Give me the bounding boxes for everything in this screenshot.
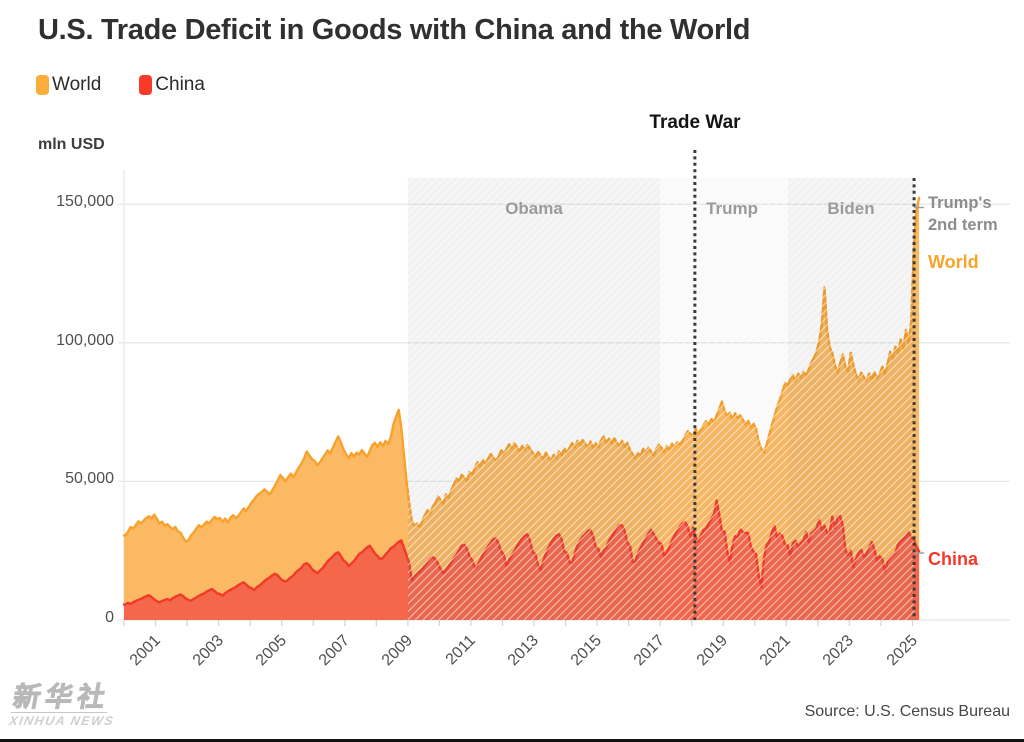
page-title: U.S. Trade Deficit in Goods with China a… bbox=[38, 14, 751, 46]
legend-swatch-world bbox=[36, 75, 49, 95]
source-credit: Source: U.S. Census Bureau bbox=[804, 703, 1010, 720]
period-band-hatch bbox=[660, 178, 788, 620]
xinhua-watermark-en: XINHUA NEWS bbox=[8, 714, 116, 729]
period-label-biden: Biden bbox=[827, 199, 875, 218]
period-label-obama: Obama bbox=[505, 199, 563, 218]
y-tick-label: 100,000 bbox=[56, 331, 114, 349]
xinhua-watermark: 新华社 XINHUA NEWS bbox=[8, 682, 121, 729]
china-series-label: China bbox=[928, 549, 979, 569]
bottom-divider-bar bbox=[0, 739, 1024, 742]
y-axis-unit-label: mln USD bbox=[38, 136, 105, 153]
period-band-hatch bbox=[787, 178, 915, 620]
world-series-label: World bbox=[928, 252, 979, 272]
legend: World China bbox=[36, 74, 205, 96]
legend-label: World bbox=[52, 74, 102, 95]
y-tick-label: 150,000 bbox=[56, 193, 114, 211]
trump-2nd-term-annotation: Trump's 2nd term bbox=[928, 194, 998, 234]
period-band-hatch bbox=[407, 178, 661, 620]
y-tick-label: 0 bbox=[105, 609, 114, 626]
y-tick-label: 50,000 bbox=[65, 470, 114, 488]
trade-war-annotation: Trade War bbox=[649, 112, 741, 133]
legend-label: China bbox=[155, 74, 205, 95]
xinhua-watermark-cn: 新华社 bbox=[10, 682, 113, 714]
legend-item-world: World bbox=[36, 74, 101, 96]
legend-swatch-china bbox=[139, 75, 153, 95]
legend-item-china: China bbox=[139, 74, 205, 96]
period-label-trump: Trump bbox=[706, 199, 759, 218]
